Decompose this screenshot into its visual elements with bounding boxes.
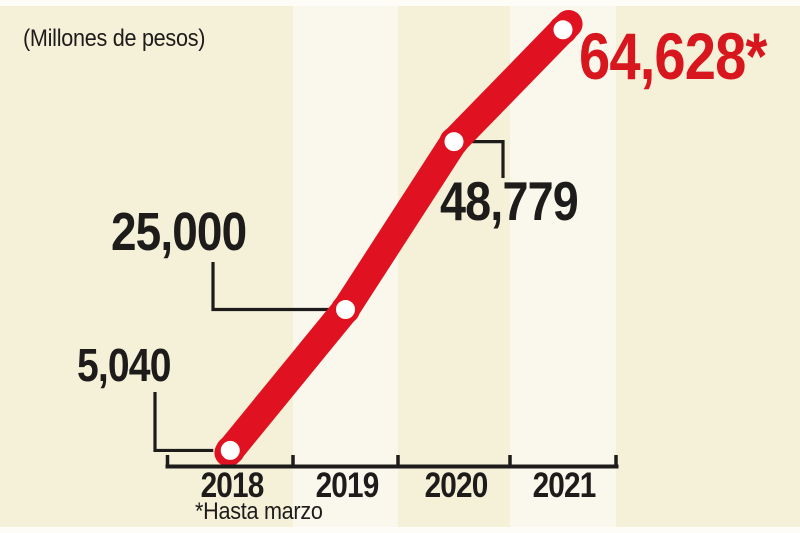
value-label-2019: 25,000 [111, 202, 247, 262]
callout-line-2020 [466, 140, 505, 178]
x-axis-label-2018: 2018 [200, 466, 265, 505]
data-point-2020 [439, 127, 469, 157]
value-label-2020: 48,779 [440, 170, 579, 232]
callout-line-2018 [153, 392, 214, 453]
callout-line-2019 [211, 262, 334, 312]
x-axis-label-2021: 2021 [532, 466, 597, 505]
data-point-2021 [548, 15, 578, 45]
x-axis-label-2020: 2020 [424, 466, 489, 505]
footnote: *Hasta marzo [195, 498, 323, 525]
x-axis-label-2019: 2019 [315, 466, 380, 505]
top-edge-strip [0, 0, 800, 6]
bottom-edge-strip [0, 527, 800, 533]
data-point-2019 [331, 295, 360, 324]
trend-line [214, 10, 583, 467]
data-point-2018 [215, 435, 245, 465]
column-highlight-2021 [510, 0, 616, 533]
value-label-2018: 5,040 [77, 339, 171, 391]
chart-title: (Millones de pesos) [23, 25, 206, 52]
value-label-2021: 64,628* [579, 19, 767, 93]
